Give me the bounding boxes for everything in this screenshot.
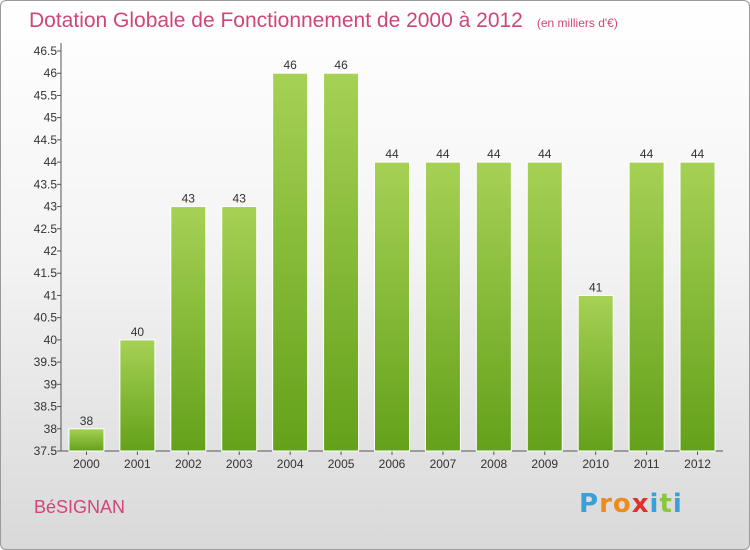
y-tick-label: 40 (44, 333, 58, 347)
x-tick-label: 2010 (582, 457, 609, 471)
y-tick-label: 45 (44, 111, 58, 125)
bar (679, 161, 716, 452)
bar-value-label: 44 (640, 147, 654, 161)
x-tick-label: 2012 (684, 457, 711, 471)
bar (526, 161, 563, 452)
commune-name: BéSIGNAN (34, 497, 126, 517)
x-tick-label: 2003 (226, 457, 253, 471)
x-tick-label: 2011 (634, 457, 660, 471)
chart-labels: 37.5 38 38.5 39 39.5 40 40.5 41 41.5 42 42.5 43 43.5… (34, 44, 712, 471)
bar-value-label: 40 (131, 325, 145, 339)
bar (475, 161, 512, 452)
bar (323, 72, 360, 452)
x-tick-label: 2006 (379, 457, 406, 471)
logo-letter: P (579, 489, 600, 519)
bar (577, 294, 614, 452)
logo-letter: o (612, 489, 632, 519)
chart-bars (68, 72, 716, 452)
bar-value-label: 41 (589, 280, 603, 294)
bar (119, 339, 156, 452)
y-tick-label: 37.5 (34, 444, 58, 458)
y-tick-label: 40.5 (34, 311, 58, 325)
y-tick-label: 39 (44, 377, 58, 391)
x-tick-label: 2004 (277, 457, 304, 471)
bar-value-label: 46 (283, 58, 297, 72)
x-tick-label: 2009 (531, 457, 558, 471)
bar (628, 161, 665, 452)
bar-value-label: 44 (385, 147, 399, 161)
logo-letter: i (672, 489, 683, 519)
bar-value-label: 44 (487, 147, 501, 161)
bar-value-label: 38 (80, 414, 94, 428)
y-tick-label: 42.5 (34, 222, 58, 236)
x-tick-label: 2008 (480, 457, 507, 471)
x-tick-label: 2005 (328, 457, 355, 471)
chart-unit: (en milliers d'€) (536, 16, 618, 30)
y-tick-label: 43.5 (34, 177, 58, 191)
chart-title-text: Dotation Globale de Fonctionnement de 20… (29, 9, 523, 32)
logo-letter: i (649, 489, 660, 519)
y-tick-label: 46 (44, 66, 58, 80)
bar-value-label: 43 (233, 192, 247, 206)
bar-value-label: 46 (334, 58, 348, 72)
bar-value-label: 44 (538, 147, 552, 161)
y-tick-label: 38 (44, 422, 58, 436)
chart-title: Dotation Globale de Fonctionnement de 20… (29, 9, 618, 33)
bar-value-label: 44 (691, 147, 705, 161)
y-tick-label: 38.5 (34, 400, 58, 414)
bar (374, 161, 410, 452)
x-tick-label: 2007 (430, 457, 457, 471)
x-tick-label: 2002 (175, 457, 202, 471)
bar-value-label: 43 (182, 192, 196, 206)
y-tick-label: 43 (44, 200, 58, 214)
bar-value-label: 44 (436, 147, 450, 161)
proxiti-logo[interactable]: Proxiti (579, 489, 683, 519)
y-tick-label: 45.5 (34, 88, 58, 102)
x-tick-label: 2000 (73, 457, 100, 471)
logo-letter: r (599, 489, 613, 519)
y-tick-label: 42 (44, 244, 58, 258)
bar (68, 428, 105, 452)
x-tick-label: 2001 (124, 457, 151, 471)
logo-letter: x (631, 489, 650, 519)
y-tick-label: 41 (44, 288, 58, 302)
bar (221, 206, 258, 452)
y-tick-label: 41.5 (34, 266, 58, 280)
y-tick-label: 39.5 (34, 355, 58, 369)
y-tick-label: 46.5 (34, 44, 58, 58)
bar (170, 206, 207, 452)
y-tick-label: 44 (44, 155, 58, 169)
bar (424, 161, 461, 452)
y-tick-label: 44.5 (34, 133, 58, 147)
bar (272, 72, 309, 452)
logo-letter: t (659, 489, 673, 519)
